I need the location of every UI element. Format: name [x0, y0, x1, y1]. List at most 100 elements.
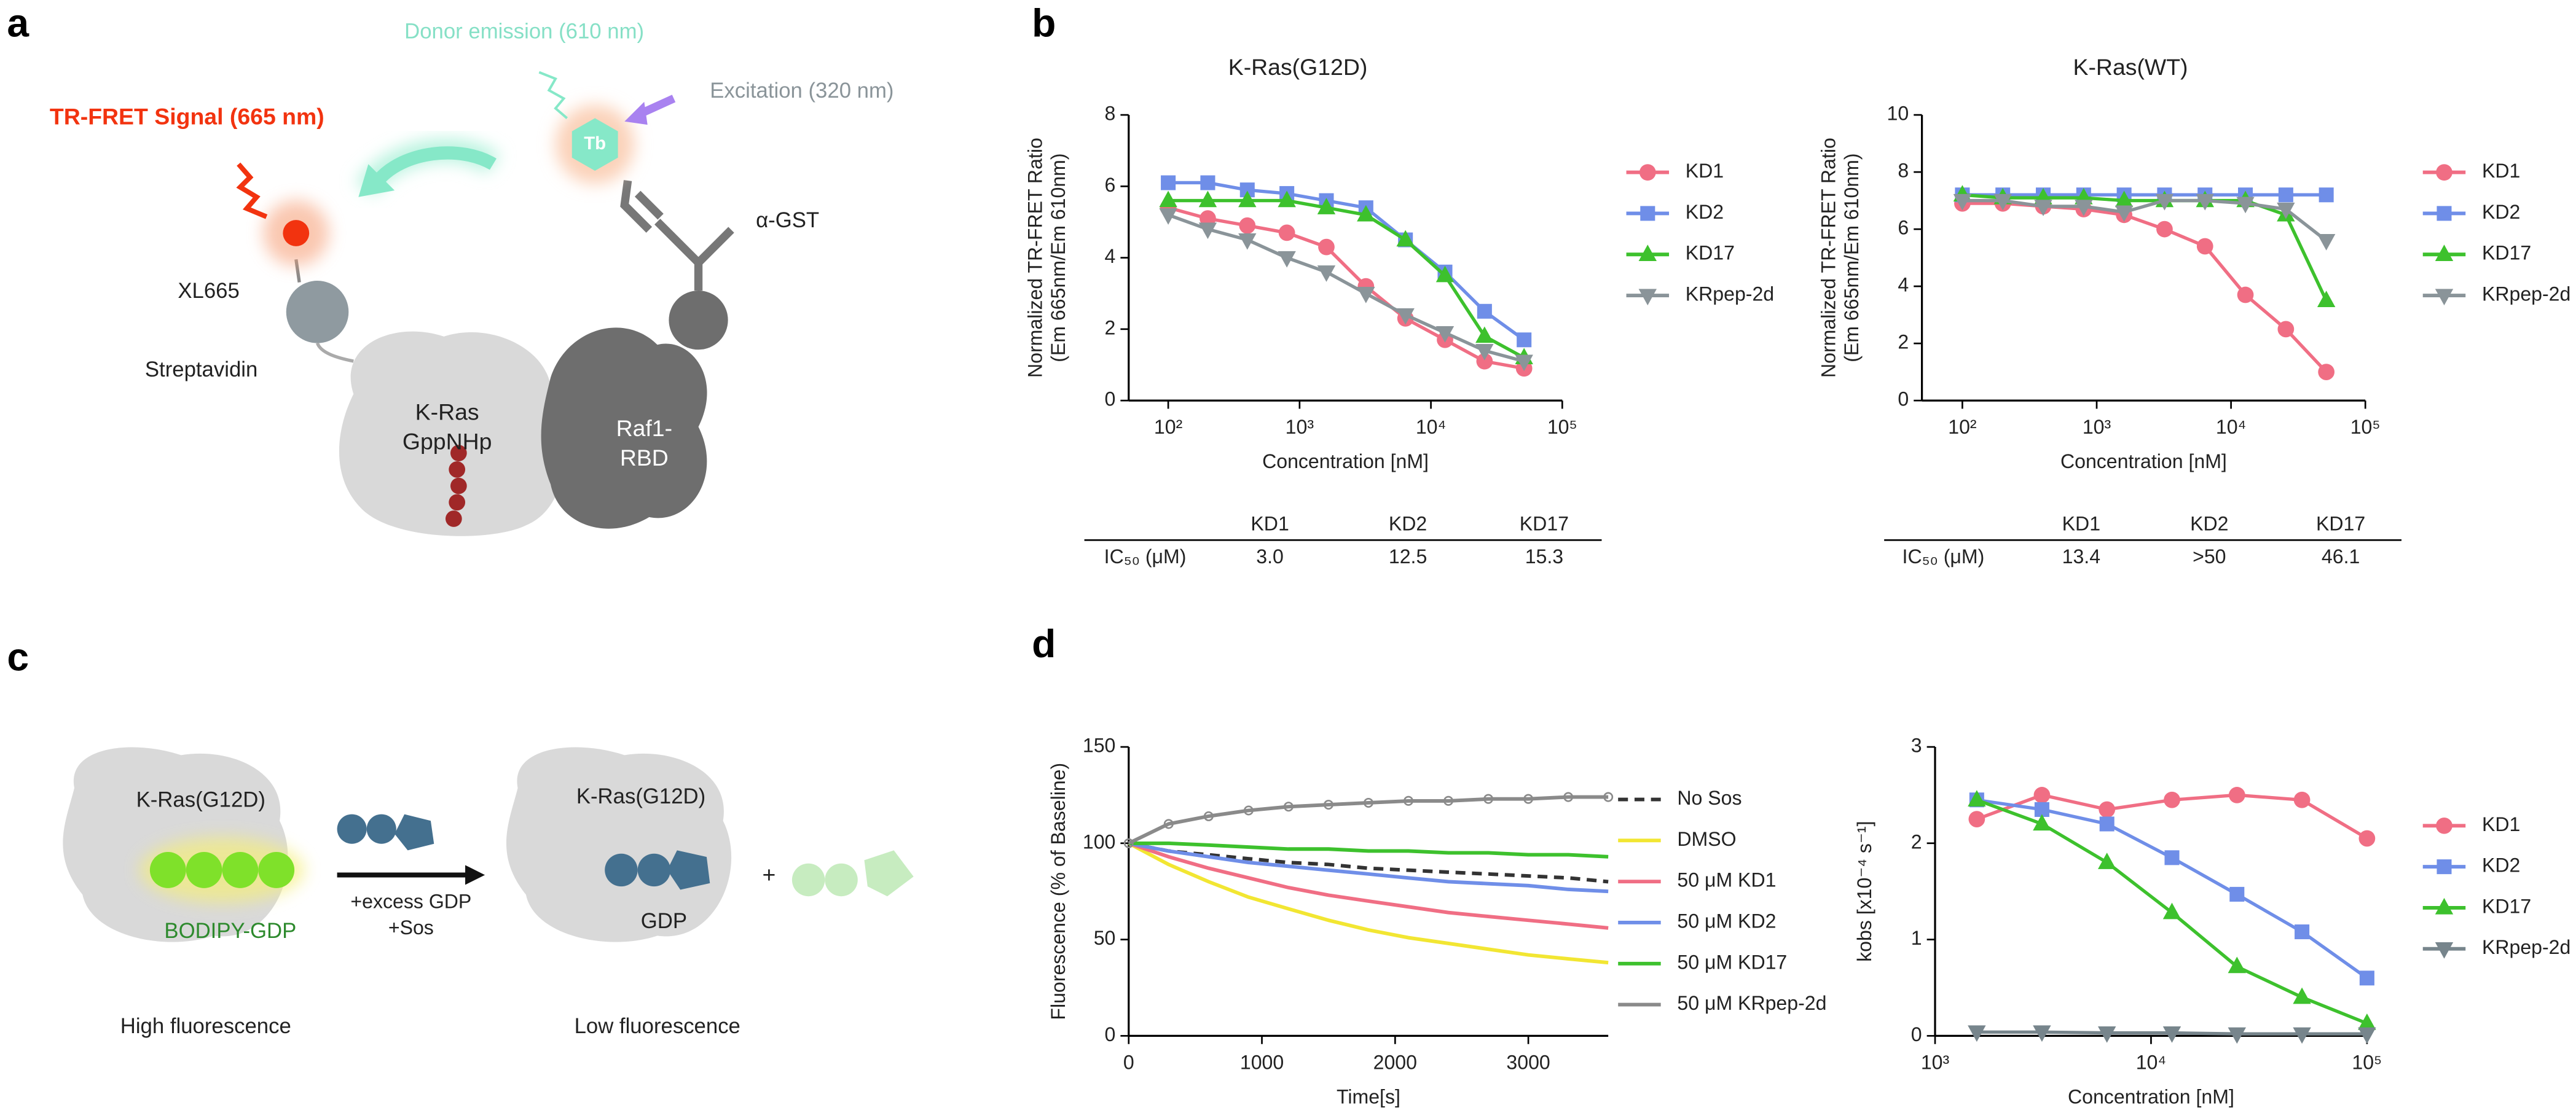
legend-label: KD1 [2482, 813, 2520, 835]
linker [315, 342, 354, 363]
label: + [763, 862, 776, 888]
marker [1435, 265, 1455, 283]
kras-shape [339, 331, 565, 536]
y-axis-label: Normalized TR-FRET Ratio [1817, 138, 1839, 378]
released-probe [791, 850, 914, 897]
marker [2115, 190, 2134, 208]
series-line [1962, 201, 2328, 373]
ligand-chain [445, 445, 467, 527]
table-header: KD17 [1520, 513, 1569, 535]
y-tick-label: 4 [1898, 274, 1909, 296]
table-header: KD2 [1389, 513, 1427, 535]
label: Excitation (320 nm) [710, 79, 893, 103]
legend-marker [2437, 859, 2452, 875]
legend-label: KD17 [2482, 895, 2531, 917]
donor-wave [538, 71, 568, 119]
chart-title: K-Ras(WT) [2073, 54, 2188, 80]
marker [2196, 193, 2214, 211]
label: +Sos [388, 916, 434, 939]
y-tick-label: 6 [1898, 217, 1909, 239]
marker [2229, 886, 2245, 902]
marker [1396, 230, 1415, 247]
y-tick-label: 0 [1911, 1023, 1922, 1045]
y-tick-label: 6 [1105, 174, 1116, 196]
marker [1523, 794, 1534, 804]
legend-marker [2435, 244, 2454, 261]
y-axis-label: kobs [x10⁻⁴ s⁻¹] [1853, 821, 1875, 962]
streptavidin-shape [286, 281, 349, 343]
series-line [1128, 842, 1609, 894]
table-header: KD1 [2062, 513, 2100, 535]
x-tick-label: 10⁵ [2350, 416, 2381, 438]
legend-label: KRpep-2d [2482, 936, 2570, 958]
marker [2295, 924, 2310, 940]
series-line [1128, 841, 1609, 859]
marker [2277, 321, 2295, 338]
table-cell: 46.1 [2322, 545, 2360, 568]
marker [2099, 801, 2116, 818]
raf-shape [541, 327, 707, 529]
marker [2164, 791, 2180, 808]
marker [2162, 902, 2181, 920]
marker [2293, 987, 2311, 1004]
marker [1238, 190, 1257, 208]
marker [1968, 811, 1985, 827]
legend-marker [2435, 897, 2454, 915]
label: +excess GDP [350, 890, 471, 912]
marker [2237, 286, 2254, 303]
marker [1357, 287, 1375, 303]
gdp-bound [605, 850, 710, 890]
marker [1278, 224, 1295, 241]
y-tick-label: 0 [1105, 388, 1116, 410]
y-tick-label: 8 [1105, 103, 1116, 125]
marker [2156, 221, 2173, 238]
panel-label: c [7, 635, 29, 679]
marker [1203, 811, 1214, 821]
table-header: KD1 [1251, 513, 1289, 535]
marker [2196, 238, 2213, 255]
emission-wave [236, 162, 268, 219]
legend-label: KD2 [2482, 201, 2520, 223]
marker [2228, 1027, 2246, 1044]
marker [2293, 791, 2311, 808]
y-tick-label: 8 [1898, 160, 1909, 182]
marker [1363, 797, 1373, 808]
label: K-Ras [415, 399, 479, 424]
marker [2228, 956, 2246, 974]
series-line [1128, 795, 1609, 845]
legend-label: DMSO [1677, 828, 1736, 850]
x-tick-label: 10³ [1921, 1051, 1950, 1073]
marker [2317, 291, 2336, 308]
chart-title: K-Ras(G12D) [1228, 54, 1368, 80]
label: Raf1- [616, 415, 672, 441]
legend-label: KD1 [1686, 160, 1724, 182]
marker [1396, 308, 1415, 325]
marker [2099, 816, 2115, 832]
marker [1403, 795, 1414, 806]
marker [1603, 792, 1614, 802]
marker [2097, 853, 2116, 869]
x-tick-label: 0 [1123, 1051, 1134, 1073]
legend-marker [2435, 289, 2454, 306]
marker [2359, 970, 2374, 986]
panel-label: a [7, 1, 29, 45]
x-tick-label: 3000 [1506, 1051, 1550, 1073]
legend-label: KD17 [2482, 242, 2531, 264]
marker [2155, 193, 2174, 211]
legend-label: KD17 [1686, 242, 1735, 264]
marker [2319, 187, 2334, 203]
marker [1200, 175, 1215, 190]
x-tick-label: 10³ [1286, 416, 1314, 438]
label: XL665 [178, 279, 239, 303]
series-line [1168, 206, 1525, 370]
series-line [1128, 842, 1609, 965]
label: High fluorescence [120, 1015, 291, 1038]
marker [1323, 800, 1333, 810]
marker [2358, 830, 2376, 847]
marker [1278, 190, 1296, 208]
marker [2293, 1027, 2311, 1044]
x-tick-label: 10² [1154, 416, 1183, 438]
x-tick-label: 10⁴ [2136, 1051, 2166, 1073]
marker [2164, 850, 2180, 865]
